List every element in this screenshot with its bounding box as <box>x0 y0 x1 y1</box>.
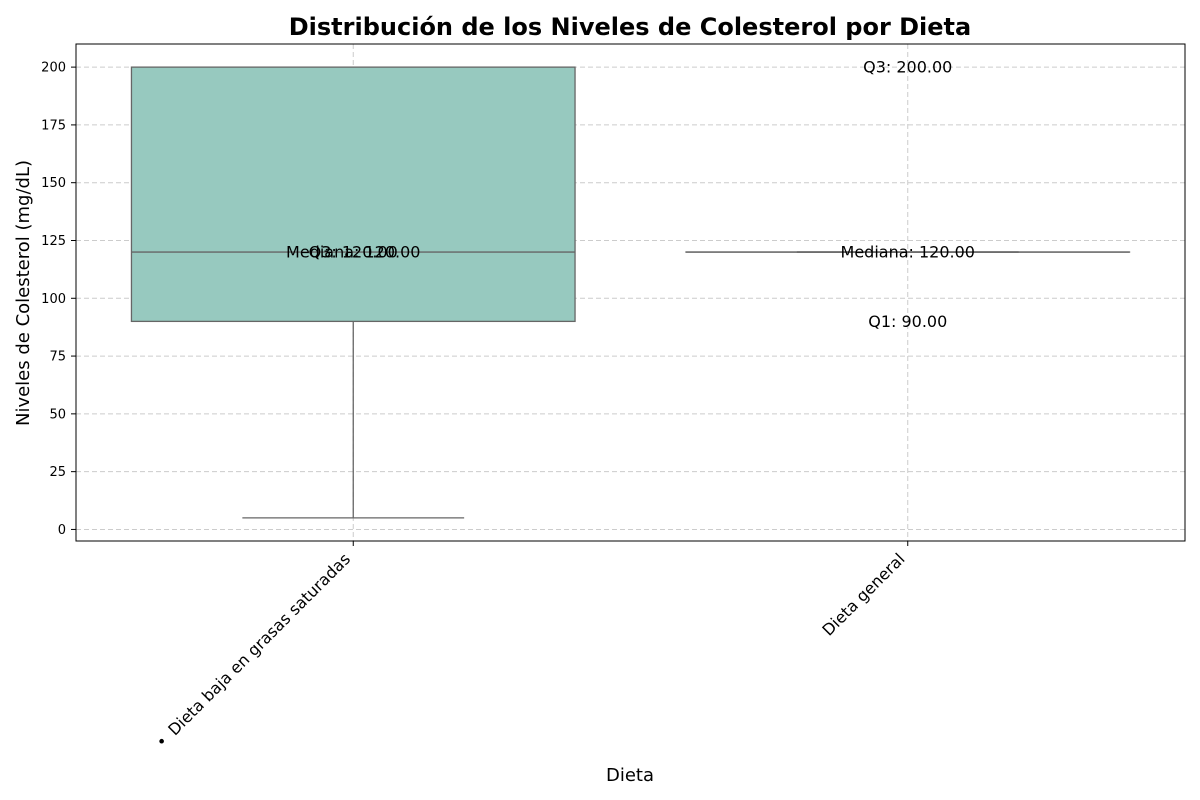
y-axis: 0 25 50 75 100 125 150 175 200 <box>41 61 76 538</box>
y-tick-label: 0 <box>58 523 66 538</box>
x-tick-label: • Dieta baja en grasas saturadas <box>152 549 354 751</box>
stat-annotation: Q3: 200.00 <box>863 58 952 77</box>
box-plot-0 <box>130 66 576 519</box>
y-axis-label: Niveles de Colesterol (mg/dL) <box>13 160 34 426</box>
chart-title: Distribución de los Niveles de Colestero… <box>289 13 971 41</box>
stat-annotation: Q1: 90.00 <box>868 312 947 331</box>
stat-annotation: Mediana: 120.00 <box>286 243 420 262</box>
stat-annotation: Q3: 120.00 <box>309 243 398 262</box>
y-tick-label: 200 <box>41 61 66 76</box>
x-axis: • Dieta baja en grasas saturadas Dieta ge… <box>152 541 909 752</box>
box-body <box>130 66 576 323</box>
x-tick-label: Dieta general <box>818 549 908 639</box>
x-axis-label: Dieta <box>606 765 654 786</box>
plot-frame <box>75 43 1186 542</box>
y-tick-label: 75 <box>49 350 66 365</box>
y-tick-label: 175 <box>41 118 66 133</box>
stat-annotation: Mediana: 120.00 <box>841 243 975 262</box>
y-tick-label: 150 <box>41 176 66 191</box>
y-tick-label: 125 <box>41 234 66 249</box>
y-tick-label: 100 <box>41 292 66 307</box>
box-layer <box>130 66 1131 519</box>
y-tick-label: 50 <box>49 407 66 422</box>
y-tick-label: 25 <box>49 465 66 480</box>
